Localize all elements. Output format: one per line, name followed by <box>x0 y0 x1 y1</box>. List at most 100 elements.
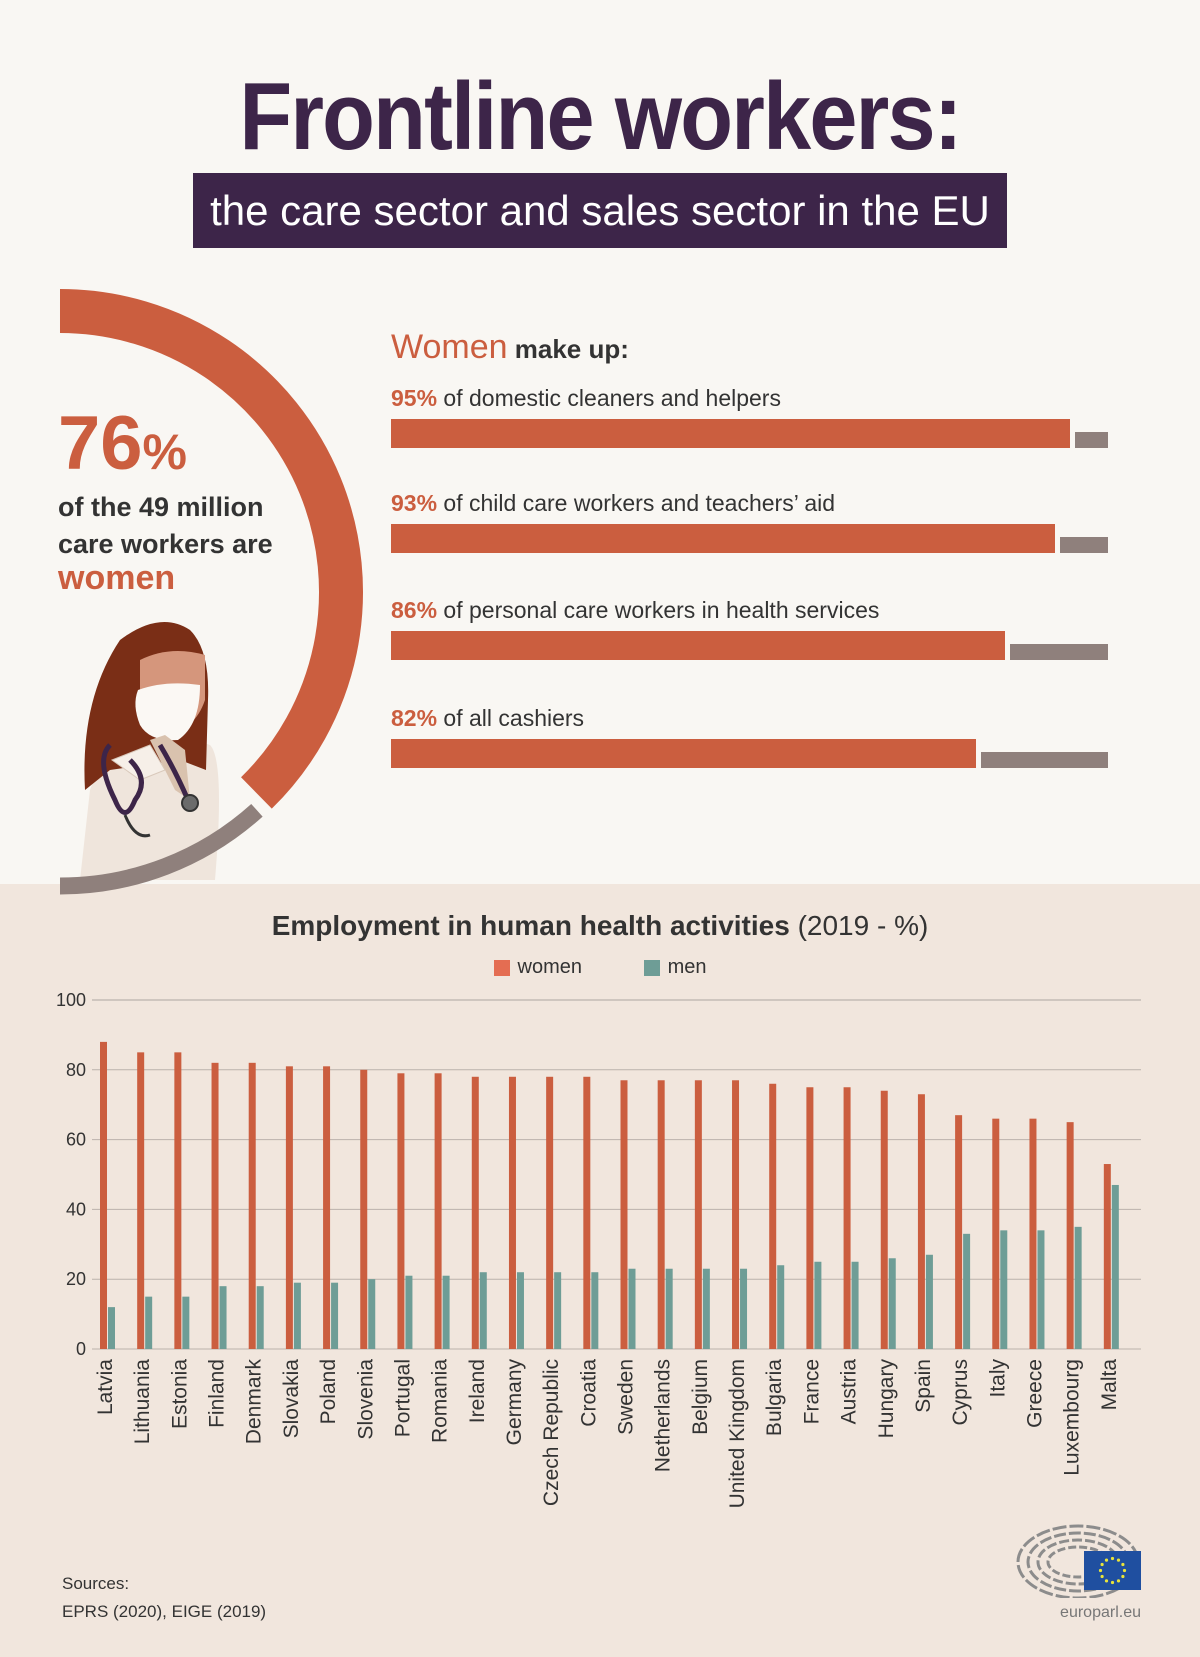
bar-women <box>955 1115 963 1349</box>
lower-section-background <box>0 884 1200 1657</box>
bar-women <box>471 1076 479 1349</box>
bar-men <box>108 1307 115 1349</box>
nurse-lapel <box>110 744 166 781</box>
bar-women <box>137 1052 145 1349</box>
eu-star-icon <box>1110 1580 1115 1585</box>
x-tick-label: Estonia <box>168 1359 191 1429</box>
bar-men <box>442 1275 450 1349</box>
x-tick-label: United Kingdom <box>726 1359 749 1508</box>
makeup-label: 93% of child care workers and teachers’ … <box>391 488 1108 518</box>
site-link[interactable]: europarl.eu <box>1060 1604 1141 1621</box>
x-tick-label: Cyprus <box>949 1359 972 1426</box>
subtitle-banner: the care sector and sales sector in the … <box>193 173 1007 248</box>
sources-text: EPRS (2020), EIGE (2019) <box>62 1602 267 1621</box>
legend-swatch-men <box>643 959 660 976</box>
legend-swatch-women <box>493 959 510 976</box>
x-tick-label: Hungary <box>875 1359 898 1439</box>
bar-men <box>1111 1184 1119 1349</box>
makeup-bar-women <box>391 631 1006 660</box>
bar-women <box>732 1080 740 1349</box>
bar-men <box>182 1296 190 1349</box>
care-share-donut <box>59 289 363 895</box>
bar-men <box>888 1258 896 1349</box>
x-tick-label: Finland <box>206 1359 229 1428</box>
makeup-row: 95% of domestic cleaners and helpers <box>391 383 1108 449</box>
makeup-bar <box>391 419 1108 449</box>
makeup-percent: 93% <box>391 490 438 516</box>
makeup-percent: 95% <box>391 385 438 411</box>
bar-men <box>1000 1230 1008 1349</box>
stethoscope-icon <box>101 743 191 815</box>
eu-star-icon <box>1110 1556 1115 1561</box>
y-tick-label: 80 <box>66 1060 86 1080</box>
x-tick-label: Poland <box>317 1359 340 1424</box>
x-tick-label: Slovenia <box>354 1359 377 1440</box>
x-tick-label: Germany <box>503 1359 526 1446</box>
bar-men <box>628 1268 636 1349</box>
bar-men <box>702 1268 710 1349</box>
makeup-row: 86% of personal care workers in health s… <box>391 595 1108 661</box>
bar-women <box>1103 1164 1111 1349</box>
bar-women <box>434 1073 442 1349</box>
y-tick-label: 20 <box>66 1269 86 1289</box>
x-tick-label: Spain <box>912 1359 935 1413</box>
bar-women <box>397 1073 405 1349</box>
eu-star-icon <box>1100 1574 1104 1579</box>
bar-men <box>479 1272 487 1349</box>
bar-women <box>211 1062 219 1349</box>
bar-men <box>591 1272 599 1349</box>
bar-men <box>777 1265 785 1349</box>
chart-legend: women men <box>0 956 1200 982</box>
makeup-bar-women <box>391 739 977 768</box>
eu-stars-icon <box>1098 1556 1127 1585</box>
eu-star-icon <box>1098 1568 1103 1573</box>
eu-flag-icon <box>1084 1551 1141 1590</box>
bar-women <box>323 1066 331 1349</box>
face-mask-icon <box>135 683 200 741</box>
bar-men <box>256 1286 264 1349</box>
makeup-bar <box>391 631 1108 661</box>
x-tick-label: Sweden <box>615 1359 638 1435</box>
bar-women <box>546 1076 554 1349</box>
bar-women <box>248 1062 256 1349</box>
makeup-text: of all cashiers <box>437 705 585 731</box>
x-tick-label: Luxembourg <box>1061 1359 1084 1476</box>
y-tick-label: 40 <box>66 1199 86 1219</box>
bar-women <box>360 1069 368 1349</box>
sources-label: Sources: <box>62 1574 130 1593</box>
bar-women <box>657 1080 665 1349</box>
makeup-bar-men <box>1010 644 1108 660</box>
bar-men <box>740 1268 748 1349</box>
makeup-row: 93% of child care workers and teachers’ … <box>391 488 1108 554</box>
bar-men <box>814 1261 822 1349</box>
y-tick-label: 0 <box>76 1339 86 1359</box>
x-tick-label: France <box>800 1359 823 1424</box>
makeup-text: of child care workers and teachers’ aid <box>437 490 836 516</box>
makeup-heading-emphasis: Women <box>391 328 508 366</box>
makeup-percent: 82% <box>391 705 438 731</box>
legend-label-women: women <box>517 956 582 978</box>
makeup-bar-women <box>391 524 1056 553</box>
donut-arc-women <box>59 289 363 809</box>
nurse-illustration <box>80 622 219 880</box>
x-tick-label: Croatia <box>577 1359 600 1427</box>
x-tick-label: Lithuania <box>131 1359 154 1445</box>
eu-star-icon <box>1122 1568 1127 1573</box>
bar-women <box>806 1087 814 1349</box>
bar-women <box>917 1094 925 1349</box>
chart-title-main: Employment in human health activities <box>271 910 790 941</box>
european-parliament-logo <box>1016 1524 1141 1598</box>
x-tick-label: Czech Republic <box>540 1359 563 1506</box>
makeup-percent: 86% <box>391 597 438 623</box>
x-tick-label: Netherlands <box>652 1359 675 1472</box>
bar-women <box>174 1052 182 1349</box>
bar-men <box>405 1275 413 1349</box>
x-tick-label: Latvia <box>94 1359 117 1415</box>
eu-star-icon <box>1100 1562 1104 1567</box>
y-tick-label: 60 <box>66 1130 86 1150</box>
x-tick-label: Denmark <box>243 1359 266 1445</box>
eu-star-icon <box>1121 1562 1125 1567</box>
bar-women <box>620 1080 628 1349</box>
bar-women <box>769 1083 777 1349</box>
bar-women <box>694 1080 702 1349</box>
